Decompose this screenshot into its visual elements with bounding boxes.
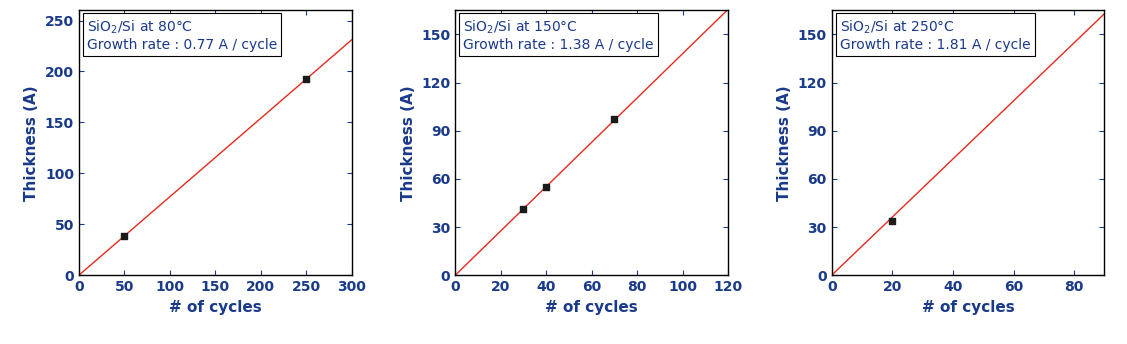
X-axis label: # of cycles: # of cycles <box>922 300 1014 315</box>
Text: SiO$_2$/Si at 80°C
Growth rate : 0.77 A / cycle: SiO$_2$/Si at 80°C Growth rate : 0.77 A … <box>87 18 277 52</box>
Y-axis label: Thickness (A): Thickness (A) <box>25 85 39 201</box>
Point <box>538 184 556 190</box>
Point <box>514 207 532 212</box>
X-axis label: # of cycles: # of cycles <box>169 300 261 315</box>
Point <box>298 76 316 81</box>
Y-axis label: Thickness (A): Thickness (A) <box>401 85 416 201</box>
X-axis label: # of cycles: # of cycles <box>545 300 638 315</box>
Y-axis label: Thickness (A): Thickness (A) <box>778 85 792 201</box>
Point <box>115 234 133 239</box>
Text: SiO$_2$/Si at 150°C
Growth rate : 1.38 A / cycle: SiO$_2$/Si at 150°C Growth rate : 1.38 A… <box>463 18 654 52</box>
Point <box>884 218 902 223</box>
Point <box>605 117 623 122</box>
Text: SiO$_2$/Si at 250°C
Growth rate : 1.81 A / cycle: SiO$_2$/Si at 250°C Growth rate : 1.81 A… <box>840 18 1030 52</box>
